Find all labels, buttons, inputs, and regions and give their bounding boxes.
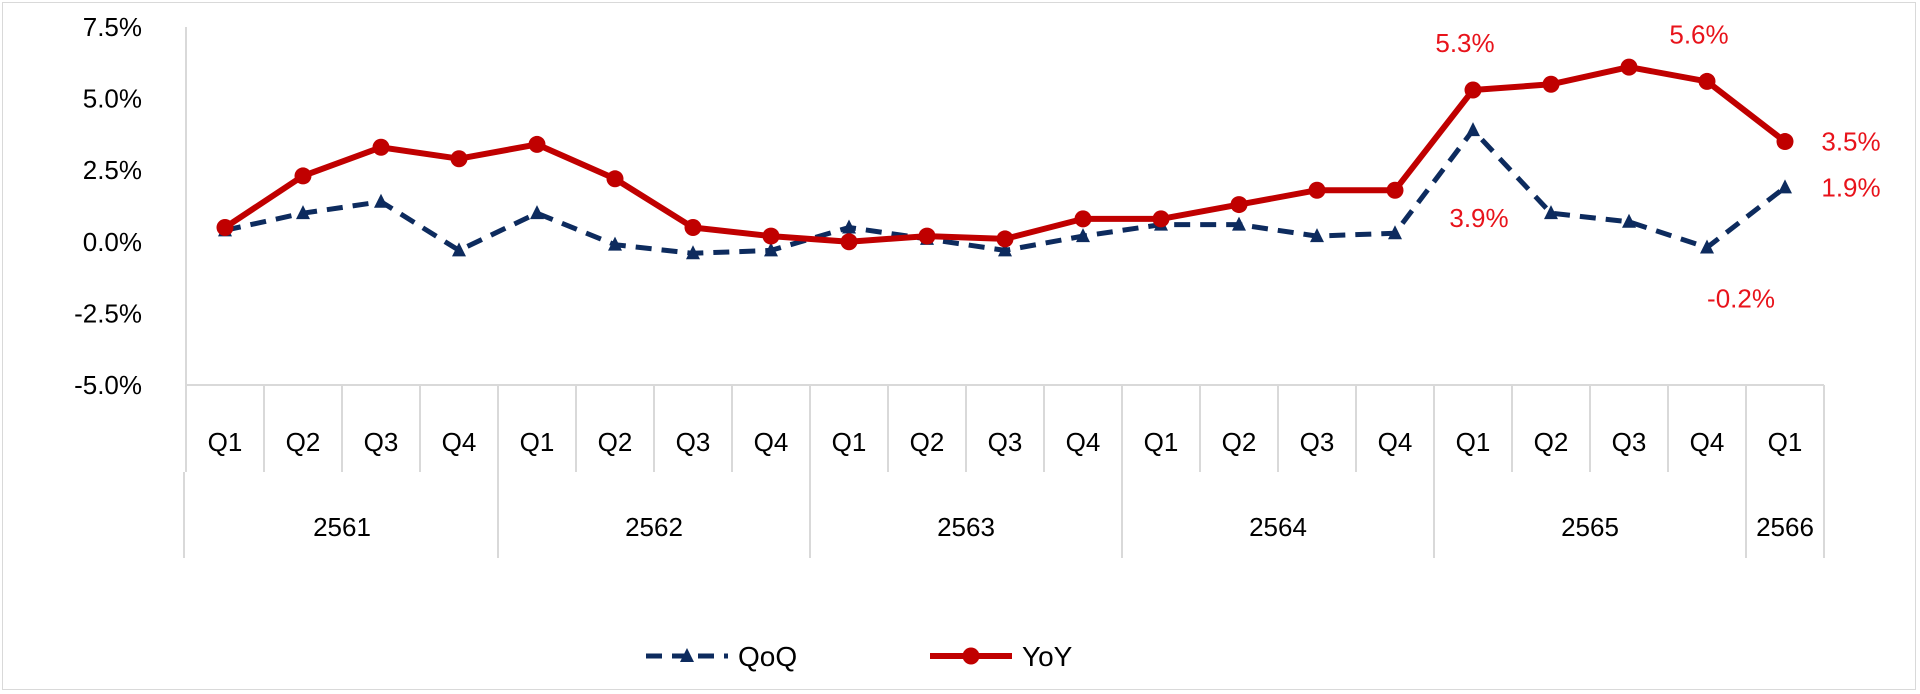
yoy-point <box>372 138 390 156</box>
qoq-point <box>452 242 466 257</box>
yoy-point <box>1152 210 1170 228</box>
qoq-point <box>608 236 622 251</box>
x-tick-quarter: Q1 <box>520 427 555 457</box>
x-tick-quarter: Q4 <box>1378 427 1413 457</box>
legend-yoy-label: YoY <box>1022 641 1073 672</box>
data-label-yoy: 5.3% <box>1435 28 1494 58</box>
yoy-point <box>684 218 702 236</box>
x-tick-quarter: Q2 <box>1534 427 1569 457</box>
qoq-point <box>1622 213 1636 228</box>
qoq-point <box>764 242 778 257</box>
yoy-point <box>528 135 546 153</box>
qoq-point <box>1310 228 1324 243</box>
x-tick-quarter: Q2 <box>598 427 633 457</box>
y-tick-label: 7.5% <box>83 12 142 42</box>
yoy-point <box>1620 58 1638 76</box>
x-tick-quarter: Q2 <box>286 427 321 457</box>
qoq-point <box>998 242 1012 257</box>
yoy-point <box>1542 75 1560 93</box>
x-tick-quarter: Q1 <box>1144 427 1179 457</box>
yoy-point <box>762 227 780 245</box>
yoy-point <box>1074 210 1092 228</box>
x-tick-year: 2563 <box>937 512 995 542</box>
data-label-qoq: 1.9% <box>1821 172 1880 202</box>
x-tick-quarter: Q3 <box>364 427 399 457</box>
data-label-qoq: 3.9% <box>1449 203 1508 233</box>
x-tick-quarter: Q4 <box>754 427 789 457</box>
yoy-point <box>450 150 468 168</box>
series-lines <box>216 58 1794 260</box>
qoq-point <box>1778 179 1792 194</box>
x-tick-quarter: Q1 <box>208 427 243 457</box>
yoy-point <box>1698 72 1716 90</box>
legend-yoy-marker <box>962 647 980 665</box>
x-tick-quarter: Q1 <box>1456 427 1491 457</box>
x-tick-quarter: Q3 <box>1612 427 1647 457</box>
yoy-point <box>606 170 624 188</box>
data-label-yoy: 5.6% <box>1669 19 1728 49</box>
qoq-point <box>530 205 544 220</box>
yoy-point <box>1776 133 1794 151</box>
x-tick-quarter: Q1 <box>832 427 867 457</box>
yoy-point <box>918 227 936 245</box>
yoy-point <box>294 167 312 185</box>
qoq-point <box>296 205 310 220</box>
x-tick-year: 2561 <box>313 512 371 542</box>
x-tick-quarter: Q3 <box>1300 427 1335 457</box>
x-tick-quarter: Q4 <box>1690 427 1725 457</box>
yoy-point <box>1386 181 1404 199</box>
yoy-point <box>1464 81 1482 99</box>
qoq-point <box>1232 216 1246 231</box>
x-tick-year: 2566 <box>1756 512 1814 542</box>
yoy-point <box>996 230 1014 248</box>
legend: QoQ YoY <box>646 641 1073 672</box>
y-tick-label: -2.5% <box>74 298 142 328</box>
qoq-point <box>1076 228 1090 243</box>
yoy-point <box>1230 196 1248 214</box>
x-tick-quarter: Q2 <box>1222 427 1257 457</box>
legend-qoq-label: QoQ <box>738 641 797 672</box>
qoq-point <box>1388 225 1402 240</box>
yoy-point <box>1308 181 1326 199</box>
qoq-point <box>1700 239 1714 254</box>
x-axis: Q1 Q2 Q3 Q4 Q1 Q2 Q3 Q4 Q1 Q2 Q3 Q4 Q1 Q2 Q3 Q4 Q1 Q2 Q3 Q4… <box>183 384 1825 558</box>
x-tick-year: 2564 <box>1249 512 1307 542</box>
y-axis: 7.5% 5.0% 2.5% 0.0% -2.5% -5.0% <box>74 12 187 400</box>
x-tick-year: 2562 <box>625 512 683 542</box>
x-tick-year: 2565 <box>1561 512 1619 542</box>
y-tick-label: 0.0% <box>83 227 142 257</box>
yoy-point <box>216 218 234 236</box>
legend-qoq-marker <box>680 648 694 662</box>
data-labels: 5.3% 5.6% 3.5% 3.9% -0.2% 1.9% <box>1435 19 1880 313</box>
x-tick-quarter: Q3 <box>676 427 711 457</box>
data-label-yoy: 3.5% <box>1821 127 1880 157</box>
x-tick-quarter: Q4 <box>1066 427 1101 457</box>
qoq-point <box>1544 205 1558 220</box>
y-tick-label: 5.0% <box>83 84 142 114</box>
qoq-point <box>686 245 700 260</box>
x-tick-quarter: Q3 <box>988 427 1023 457</box>
y-tick-label: -5.0% <box>74 370 142 400</box>
yoy-point <box>840 233 858 251</box>
y-tick-label: 2.5% <box>83 155 142 185</box>
qoq-point <box>374 193 388 208</box>
data-label-qoq: -0.2% <box>1707 284 1775 314</box>
qoq-point <box>1466 122 1480 137</box>
x-tick-quarter: Q2 <box>910 427 945 457</box>
x-tick-quarter: Q1 <box>1768 427 1803 457</box>
x-tick-quarter: Q4 <box>442 427 477 457</box>
qoq-point <box>842 219 856 234</box>
